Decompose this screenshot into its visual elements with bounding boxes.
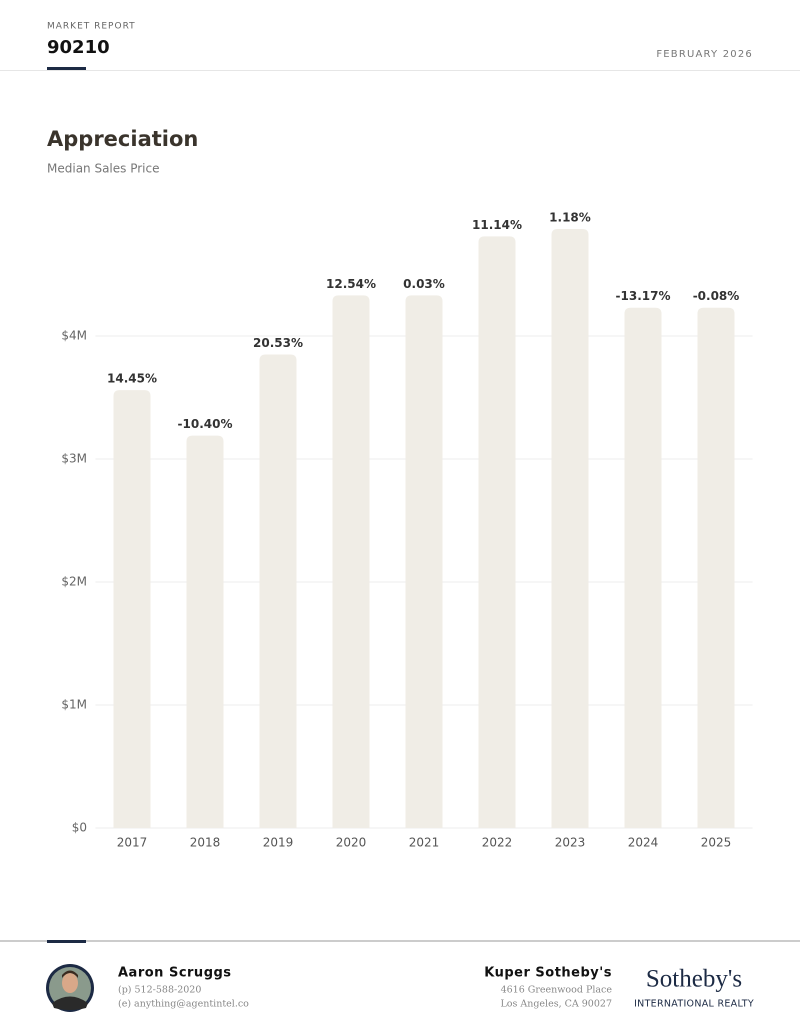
y-tick-label: $3M — [61, 452, 87, 466]
x-tick-label: 2023 — [555, 836, 586, 850]
x-tick-label: 2019 — [263, 836, 294, 850]
chart-subtitle: Median Sales Price — [47, 162, 160, 176]
bar — [624, 307, 662, 829]
y-tick-label: $0 — [72, 821, 87, 835]
bar-annotation: 1.18% — [549, 210, 591, 224]
bar — [113, 390, 151, 828]
x-tick-label: 2025 — [701, 836, 732, 850]
office-city: Los Angeles, CA 90027 — [500, 999, 612, 1010]
y-tick-label: $1M — [61, 698, 87, 712]
bar-annotation: 14.45% — [107, 372, 157, 386]
bar — [697, 307, 735, 829]
plot: $0 $1M $2M $3M $4M 2017 14.45% 2018 -10.40% 2019 2… — [61, 210, 753, 850]
y-tick-label: $2M — [61, 575, 87, 589]
kicker: MARKET REPORT — [47, 22, 136, 32]
office-address: 4616 Greenwood Place — [501, 985, 613, 996]
x-tick-label: 2021 — [409, 836, 440, 850]
avatar — [46, 964, 94, 1012]
bar-annotation: -10.40% — [178, 417, 233, 431]
y-tick-label: $4M — [61, 329, 87, 343]
x-tick-label: 2022 — [482, 836, 513, 850]
x-tick-label: 2018 — [190, 836, 221, 850]
date: FEBRUARY 2026 — [656, 49, 753, 60]
zip: 90210 — [47, 37, 110, 58]
bar-annotation: 11.14% — [472, 218, 522, 232]
agent-email: (e) anything@agentintel.co — [118, 999, 249, 1010]
bar-annotation: -0.08% — [693, 289, 740, 303]
bar — [332, 295, 370, 828]
x-tick-label: 2017 — [117, 836, 148, 850]
bar — [551, 228, 589, 829]
bar — [478, 236, 516, 828]
bar — [259, 354, 297, 828]
bar-annotation: -13.17% — [616, 289, 671, 303]
bar-annotation: 12.54% — [326, 277, 376, 291]
bar — [405, 295, 443, 828]
agent-name: Aaron Scruggs — [118, 966, 232, 981]
footer-accent — [47, 940, 86, 943]
bar-annotation: 20.53% — [253, 336, 303, 350]
office-name: Kuper Sotheby's — [484, 966, 612, 981]
bar — [186, 435, 224, 828]
brand-tagline: INTERNATIONAL REALTY — [634, 999, 754, 1010]
x-tick-label: 2020 — [336, 836, 367, 850]
chart-title: Appreciation — [47, 127, 198, 151]
bar-annotation: 0.03% — [403, 277, 445, 291]
brand-name: Sotheby's — [646, 966, 742, 993]
x-tick-label: 2024 — [628, 836, 659, 850]
agent-phone: (p) 512-588-2020 — [118, 985, 201, 996]
accent — [47, 67, 86, 70]
